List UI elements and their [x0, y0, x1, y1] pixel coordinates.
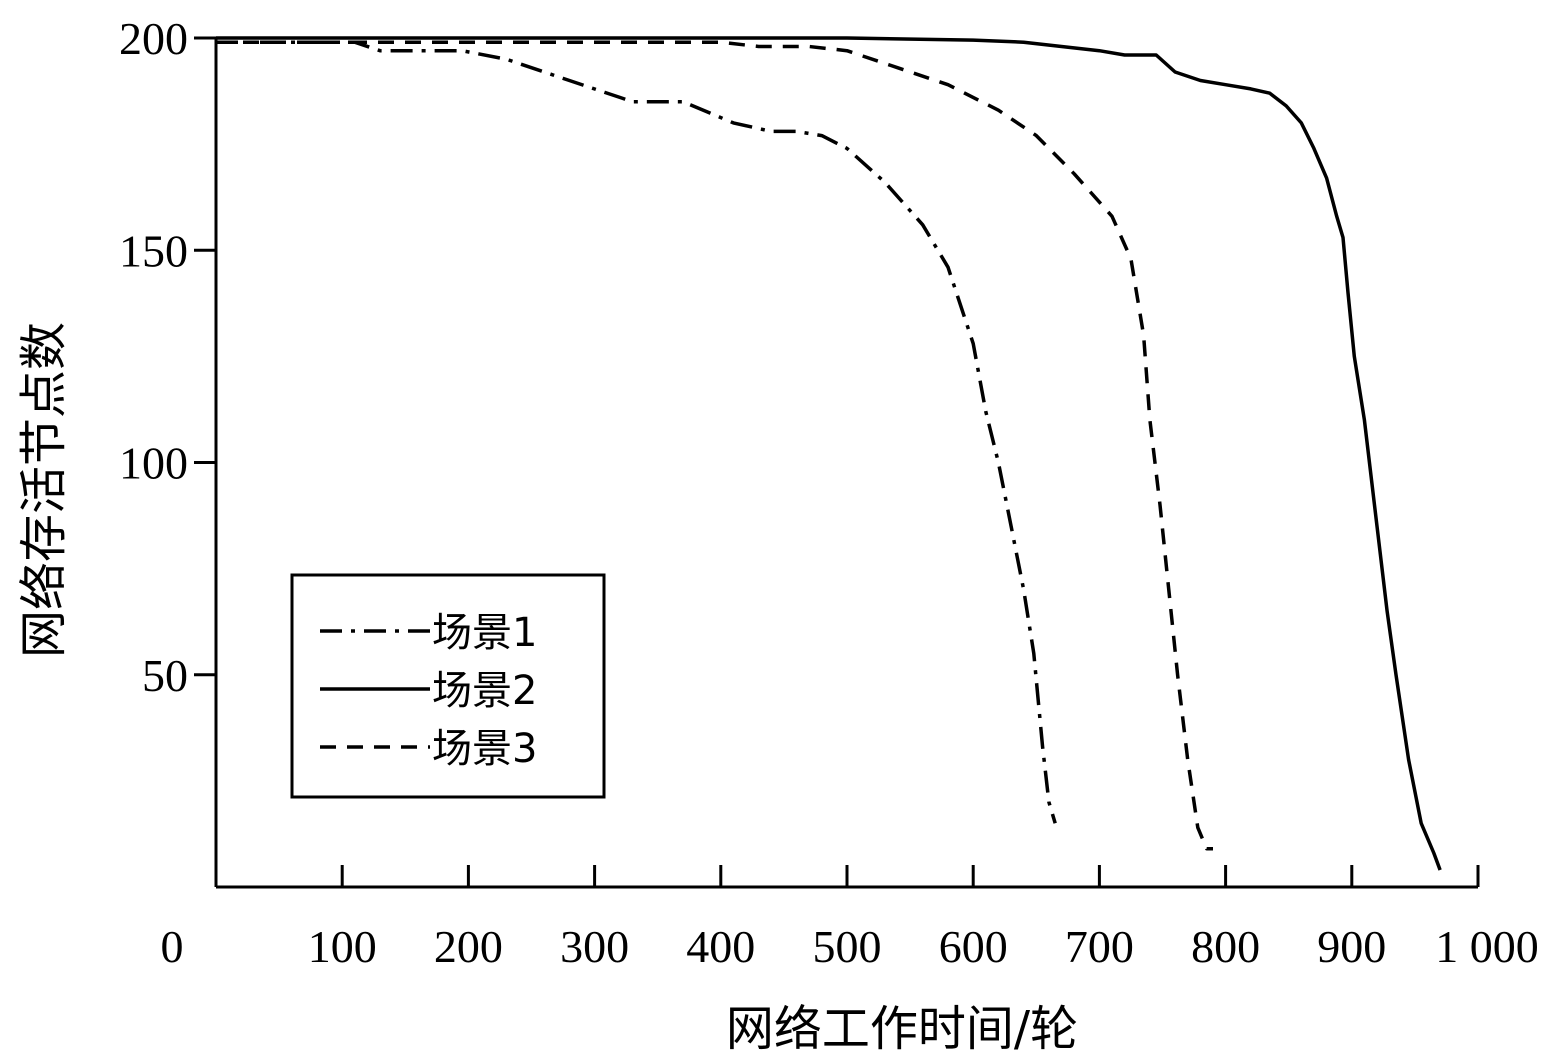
tick-labels: 0 100 200 300 400 500 600 700 800 900 1 000 50 100 15… — [119, 13, 1539, 972]
series-layer — [216, 36, 1442, 871]
x-tick-label: 600 — [939, 921, 1008, 972]
x-tick-label: 400 — [686, 921, 755, 972]
series-line-2 — [216, 36, 1442, 871]
tick-marks — [194, 36, 1480, 887]
x-tick-label: 800 — [1191, 921, 1260, 972]
y-tick-label: 150 — [119, 225, 188, 276]
series-line-3 — [216, 40, 1213, 851]
x-tick-label: 700 — [1065, 921, 1134, 972]
y-axis-label: 网络存活节点数 — [16, 322, 72, 658]
x-axis-label: 网络工作时间/轮 — [726, 1001, 1078, 1057]
x-tick-label: 200 — [434, 921, 503, 972]
x-tick-label: 0 — [161, 921, 184, 972]
y-tick-label: 200 — [119, 13, 188, 64]
series-line-1 — [216, 40, 1057, 824]
x-tick-label: 1 000 — [1435, 921, 1539, 972]
legend: 场景1 场景2 场景3 — [290, 573, 606, 799]
x-tick-label: 500 — [813, 921, 882, 972]
x-tick-label: 100 — [308, 921, 377, 972]
y-tick-label: 100 — [119, 438, 188, 489]
legend-label-1: 场景1 — [432, 610, 537, 656]
legend-label-3: 场景3 — [432, 726, 537, 772]
legend-box — [290, 573, 606, 799]
legend-label-2: 场景2 — [432, 668, 537, 714]
x-tick-label: 300 — [560, 921, 629, 972]
x-tick-label: 900 — [1317, 921, 1386, 972]
y-tick-label: 50 — [142, 650, 188, 701]
